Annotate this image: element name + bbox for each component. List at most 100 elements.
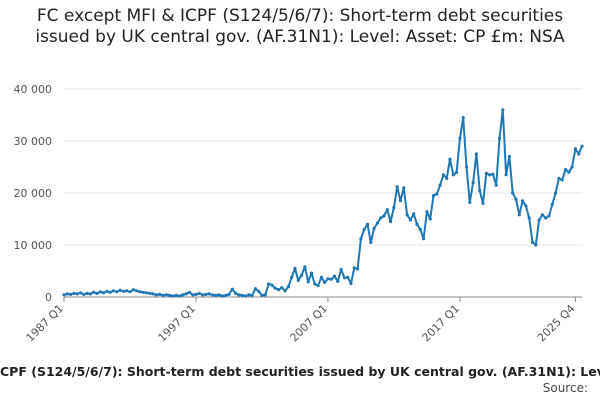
data-point: [283, 289, 287, 293]
data-point: [290, 275, 294, 279]
data-point: [461, 116, 465, 120]
data-point: [488, 173, 492, 177]
data-point: [438, 183, 442, 187]
data-point: [85, 291, 89, 295]
data-point: [98, 290, 102, 294]
data-point: [501, 108, 505, 112]
data-point: [405, 213, 409, 217]
data-point: [329, 277, 333, 281]
x-tick-label: 2025 Q4: [535, 302, 578, 345]
data-point: [204, 292, 208, 296]
data-point: [197, 291, 201, 295]
data-point: [471, 181, 475, 185]
data-point: [65, 292, 69, 296]
data-point: [362, 227, 366, 231]
x-axis: 1987 Q1 1997 Q1 2007 Q1 2017 Q1 2025 Q4: [24, 297, 578, 344]
data-point: [108, 290, 112, 294]
data-point: [540, 213, 545, 217]
data-point: [369, 240, 373, 244]
data-point: [217, 293, 221, 297]
data-point: [346, 275, 350, 279]
data-point: [118, 288, 122, 292]
data-point: [158, 292, 162, 296]
data-point: [511, 191, 515, 195]
data-point: [398, 199, 403, 203]
data-point: [154, 293, 158, 297]
x-tick-label: 2007 Q1: [288, 302, 331, 345]
footer-caption-clip: CPF (S124/5/6/7): Short-term debt securi…: [0, 364, 600, 382]
data-point: [448, 157, 452, 161]
data-point: [418, 227, 422, 231]
data-point: [326, 277, 330, 281]
data-point: [273, 286, 277, 290]
series-layer: [62, 108, 584, 298]
data-point: [267, 282, 271, 286]
data-point: [455, 170, 459, 174]
data-point: [243, 294, 248, 298]
data-point: [240, 293, 244, 297]
data-point: [507, 155, 511, 159]
data-point: [148, 291, 152, 295]
data-point: [88, 292, 92, 296]
series-caption: CPF (S124/5/6/7): Short-term debt securi…: [0, 364, 600, 379]
data-point: [395, 185, 399, 189]
data-point: [300, 273, 304, 277]
data-point: [144, 291, 149, 295]
x-tick-label: 2017 Q1: [420, 302, 463, 345]
data-point: [227, 292, 231, 296]
data-point: [365, 222, 370, 226]
data-point: [402, 186, 406, 190]
chart-title: FC except MFI & ICPF (S124/5/6/7): Short…: [35, 6, 565, 47]
data-point: [554, 191, 558, 195]
data-point: [560, 178, 564, 182]
data-point: [184, 292, 188, 296]
data-point: [201, 293, 205, 297]
data-point: [484, 171, 488, 175]
data-point: [372, 226, 376, 230]
data-point: [504, 173, 508, 177]
data-point: [270, 283, 274, 287]
data-point: [230, 287, 234, 291]
data-point: [563, 168, 568, 172]
data-point: [237, 293, 241, 297]
data-point: [478, 188, 482, 192]
data-point: [451, 173, 455, 177]
data-point: [527, 216, 531, 220]
data-point: [224, 293, 228, 297]
data-point: [151, 292, 155, 296]
data-point: [115, 290, 119, 294]
x-tick-label: 1997 Q1: [156, 302, 199, 345]
data-point: [332, 274, 337, 278]
data-point: [263, 293, 267, 297]
data-point: [474, 152, 478, 156]
data-point: [280, 286, 284, 290]
data-point: [194, 292, 198, 296]
data-point: [82, 292, 86, 296]
data-point: [497, 136, 502, 140]
data-point: [75, 292, 79, 296]
gridlines: [64, 88, 582, 298]
data-point: [580, 144, 584, 148]
data-point: [491, 172, 495, 176]
data-point: [210, 293, 215, 297]
data-point: [161, 293, 165, 297]
data-point: [102, 291, 106, 295]
data-point: [445, 176, 449, 180]
data-point: [293, 266, 297, 270]
y-tick-label: 40 000: [14, 83, 53, 96]
data-point: [431, 194, 436, 198]
data-point: [62, 293, 66, 297]
data-point: [313, 282, 317, 286]
data-point: [168, 293, 172, 297]
data-point: [349, 281, 353, 286]
data-point: [382, 214, 386, 218]
data-point: [339, 267, 343, 271]
data-point: [125, 289, 129, 293]
data-point: [573, 147, 578, 151]
data-point: [253, 287, 257, 291]
data-point: [135, 289, 139, 293]
data-point: [567, 170, 571, 174]
y-tick-label: 20 000: [14, 187, 53, 200]
data-point: [428, 217, 432, 221]
